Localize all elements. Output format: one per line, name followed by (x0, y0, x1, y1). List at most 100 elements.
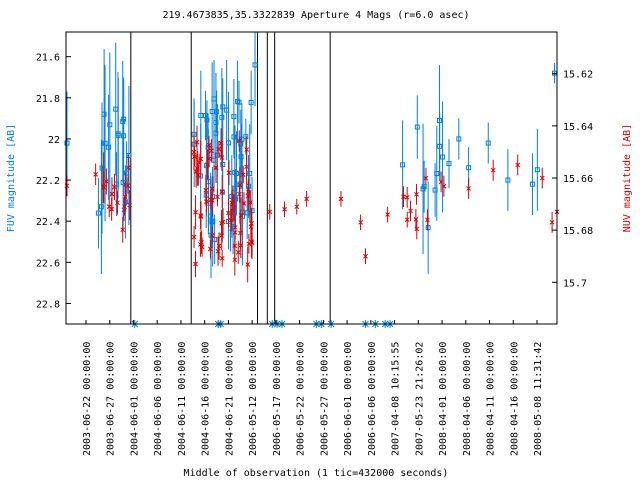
fuv-point (252, 62, 258, 68)
nuv-point (104, 179, 109, 184)
nuv-point (466, 186, 471, 191)
fuv-point (456, 136, 462, 142)
nuv-point (249, 221, 254, 226)
nuv-point (226, 170, 232, 176)
y-right-tick-label: 15.66 (563, 174, 593, 185)
fuv-point (248, 99, 254, 105)
x-axis-label: Middle of observation (1 tic=432000 seco… (184, 468, 449, 479)
nuv-point (219, 233, 225, 238)
fuv-point (224, 107, 230, 113)
nuv-point (539, 175, 545, 181)
nuv-point (404, 194, 410, 200)
nuv-point (237, 182, 243, 188)
fuv-point (220, 104, 226, 110)
fuv-point (113, 106, 119, 112)
y-left-tick-label: 21.6 (36, 53, 60, 64)
fuv-point (219, 114, 225, 120)
fuv-point (209, 109, 215, 115)
x-tick-label: 2003-06-22 00:00:00 (82, 342, 93, 456)
nuv-point (240, 172, 246, 178)
nuv-point (401, 194, 406, 200)
fuv-point (214, 109, 220, 115)
nuv-point (490, 167, 496, 173)
fuv-point (205, 144, 211, 150)
nuv-point (235, 249, 241, 255)
nuv-point (226, 210, 231, 216)
nuv-point (282, 206, 287, 212)
nuv-point (229, 200, 235, 206)
y-axis-left-label: FUV magnitude [AB] (6, 124, 17, 232)
y-left-tick-label: 22.4 (36, 217, 60, 228)
x-tick-label: 2008-04-16 00:00:00 (509, 342, 520, 456)
fuv-point (115, 131, 121, 137)
nuv-point (245, 262, 251, 267)
nuv-point (515, 162, 521, 168)
x-tick-label: 2008-04-11 00:00:00 (486, 342, 497, 456)
x-tick-label: 2004-06-01 00:00:00 (129, 342, 140, 456)
nuv-point (232, 257, 238, 263)
nuv-point (404, 217, 410, 223)
y-right-tick-label: 15.64 (563, 122, 593, 133)
fuv-point (485, 140, 491, 146)
nuv-point (236, 138, 242, 144)
y-right-tick-label: 15.62 (563, 70, 593, 81)
x-tick-label: 2006-06-06 00:00:00 (367, 342, 378, 456)
fuv-point (64, 140, 70, 146)
nuv-point (215, 194, 220, 200)
nuv-point (413, 217, 419, 222)
nuv-point (93, 171, 99, 177)
y-left-tick-label: 22.8 (36, 299, 60, 310)
fuv-point (446, 161, 452, 167)
fuv-point (534, 167, 540, 173)
nuv-point (244, 164, 249, 170)
nuv-point (549, 219, 555, 225)
fuv-point (529, 181, 535, 187)
fuv-point (421, 184, 427, 190)
x-tick-label: 2006-05-17 00:00:00 (272, 342, 283, 456)
nuv-point (198, 214, 204, 219)
x-tick-label: 2006-05-12 00:00:00 (248, 342, 259, 456)
x-tick-label: 2004-06-11 00:00:00 (177, 342, 188, 456)
nuv-point (248, 224, 254, 230)
nuv-point (206, 142, 212, 148)
fuv-point (400, 162, 406, 168)
nuv-point (241, 201, 247, 206)
fuv-point (236, 99, 242, 105)
nuv-point (425, 217, 430, 223)
nuv-point (206, 156, 212, 162)
nuv-point (238, 243, 244, 248)
fuv-point (106, 144, 112, 150)
nuv-point (238, 212, 244, 218)
x-tick-label: 2006-05-22 00:00:00 (296, 342, 307, 456)
nuv-point (101, 185, 107, 190)
nuv-point (203, 187, 209, 193)
x-tick-label: 2008-05-08 11:31:42 (533, 342, 544, 456)
fuv-point (244, 210, 250, 216)
nuv-point (414, 191, 419, 197)
nuv-point (267, 209, 273, 215)
fuv-point (231, 134, 237, 140)
fuv-point (227, 225, 233, 231)
y-right-tick-label: 15.7 (563, 278, 587, 289)
fuv-point (99, 165, 105, 171)
x-tick-label: 2008-04-06 00:00:00 (462, 342, 473, 456)
fuv-point (98, 204, 104, 210)
nuv-point (195, 165, 200, 171)
fuv-point (235, 98, 241, 104)
nuv-point (358, 219, 363, 225)
x-tick-label: 2008-04-01 00:00:00 (438, 342, 449, 456)
nuv-point (385, 212, 390, 217)
nuv-point (209, 148, 214, 154)
nuv-point (199, 240, 204, 245)
y-axis-right-label: NUV magnitude [AB] (622, 124, 633, 232)
nuv-point (248, 199, 253, 205)
fuv-point (434, 171, 440, 177)
nuv-point (193, 209, 198, 215)
nuv-point (210, 233, 215, 238)
x-tick-label: 2006-06-01 00:00:00 (343, 342, 354, 456)
nuv-point (194, 139, 200, 145)
fuv-point (210, 218, 216, 224)
y-left-tick-label: 22.6 (36, 258, 60, 269)
fuv-point (425, 225, 431, 231)
